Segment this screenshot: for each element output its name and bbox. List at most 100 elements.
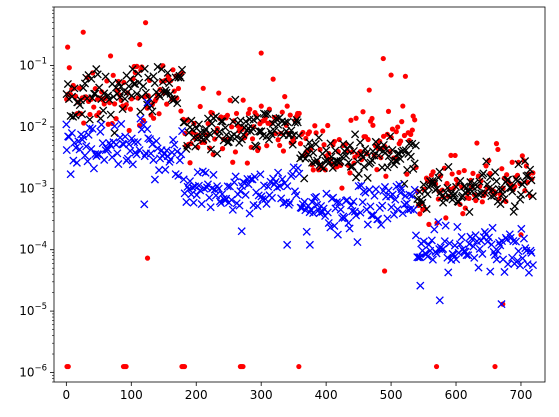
data-point [361,188,370,197]
data-point [178,127,187,136]
data-point [275,137,281,143]
series-3 [62,98,538,309]
data-point [79,83,88,92]
data-point [526,165,535,174]
data-point [464,251,473,260]
data-point [419,237,428,246]
outlier-point [497,300,506,309]
data-point [500,195,509,204]
outlier-point [380,55,386,62]
data-point [488,223,497,232]
data-point [473,197,479,204]
data-point [140,64,149,73]
data-point [292,191,301,200]
data-point [484,233,494,242]
data-point [121,79,127,86]
data-point [384,152,393,161]
data-point [127,134,136,143]
data-point [264,135,274,144]
data-point [353,238,362,247]
outlier-point [143,98,152,107]
data-point [278,175,287,184]
data-point [365,136,371,143]
data-point [490,251,500,260]
data-point [233,110,240,117]
x-tick-label: 500 [380,388,403,402]
outlier-point [381,268,388,274]
data-point [76,85,83,91]
data-point [504,172,510,178]
data-point [111,83,121,92]
data-point [389,210,399,219]
data-point [105,121,111,127]
outlier-point [388,72,394,78]
data-point [163,68,172,77]
data-point [283,117,292,126]
data-point [418,198,427,207]
data-point [161,165,170,174]
data-point [153,96,159,102]
data-point [500,267,509,277]
data-point [216,90,222,96]
data-point [386,132,395,141]
data-point [490,191,499,200]
data-point [360,162,369,171]
data-point [293,118,302,127]
data-point [325,122,331,129]
data-point [411,231,421,240]
data-point [206,203,215,212]
data-point [149,72,158,81]
data-point [174,171,183,180]
data-point [257,192,266,201]
data-point [221,136,227,142]
data-point [219,146,226,152]
data-point [110,122,119,131]
data-point [311,140,320,149]
data-point [460,211,466,217]
data-point [371,137,380,146]
x-tick-label: 700 [510,388,533,402]
data-marks [62,20,538,370]
data-point [401,132,408,139]
data-point [423,252,432,261]
data-point [441,221,450,230]
data-point [356,208,365,217]
data-point [150,175,159,184]
data-point [188,140,194,147]
outlier-point [144,255,151,261]
data-point [150,79,159,88]
data-point [120,94,129,103]
data-point [182,197,191,207]
data-point [253,201,262,211]
data-point [363,173,372,182]
data-point [154,90,164,99]
data-point [245,110,251,117]
data-point [296,110,302,117]
data-point [187,116,196,125]
data-point [241,190,250,199]
data-point [306,129,313,135]
data-point [495,146,501,153]
data-point [510,202,519,211]
data-point [221,123,230,132]
data-point [229,124,235,130]
data-point [146,149,155,158]
data-point [62,145,71,155]
data-point [285,198,294,207]
data-point [383,173,389,179]
data-point [212,136,218,142]
data-point [474,140,480,146]
data-point [85,115,94,124]
data-point [488,185,497,194]
data-point [487,192,496,201]
data-point [410,185,419,194]
data-point [237,135,246,144]
data-point [287,126,296,135]
data-point [141,88,150,97]
data-point [419,180,428,189]
data-point [498,190,507,199]
data-point [475,244,484,253]
data-point [107,53,114,59]
data-point [112,140,121,149]
